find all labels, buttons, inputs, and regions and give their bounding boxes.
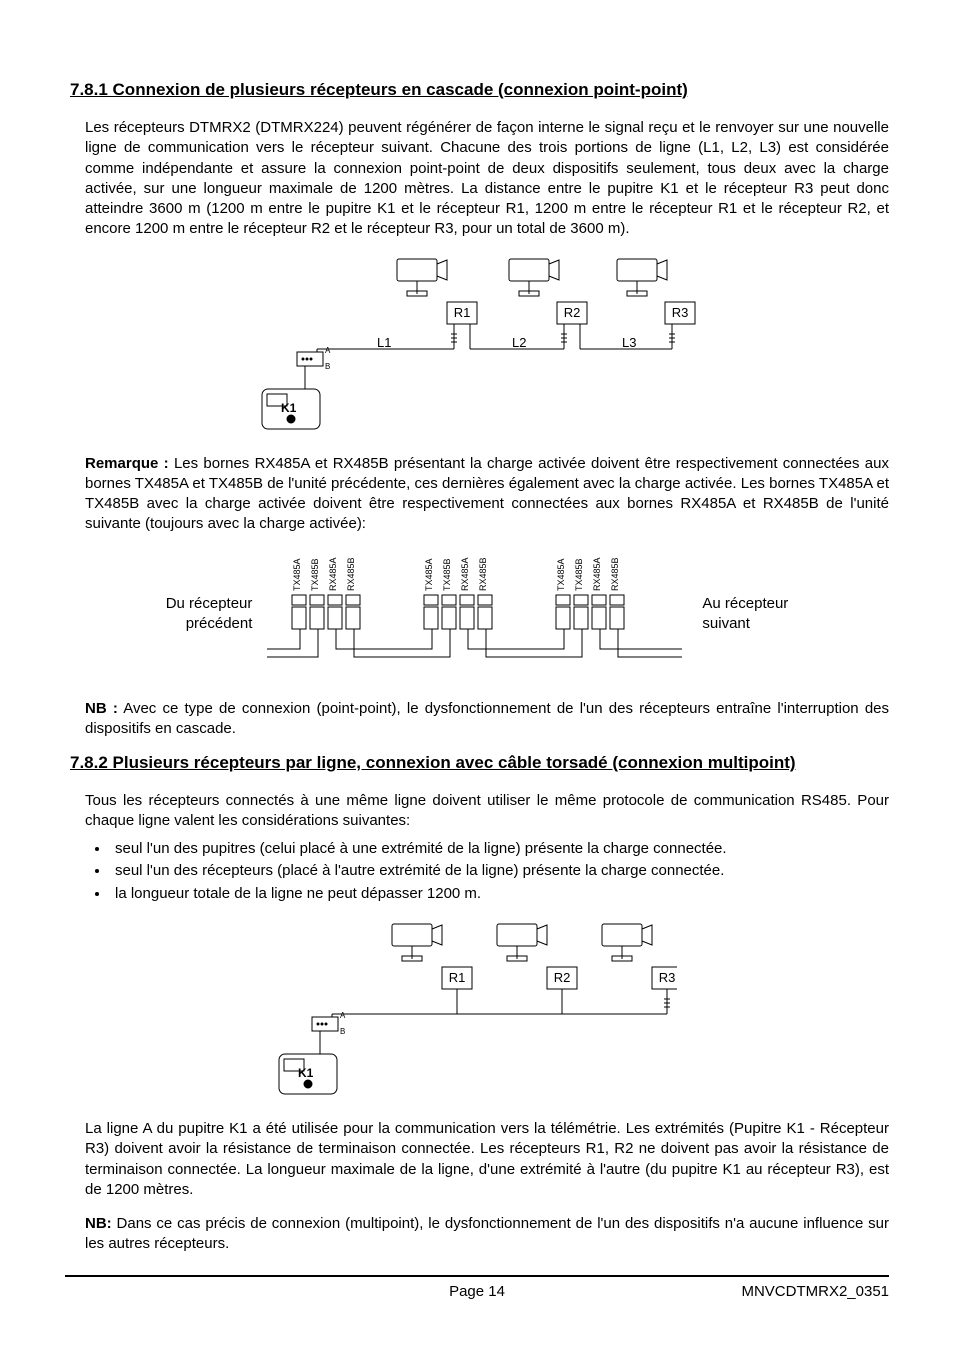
- diagram3-r2: R2: [554, 970, 571, 985]
- footer-left: [65, 1283, 340, 1300]
- diagram-cascade-svg: R1 R2 R3 L1 L2 L3: [257, 254, 697, 434]
- diagram3-a: A: [340, 1011, 346, 1020]
- diag2-right2: suivant: [702, 615, 750, 632]
- diagram2-label-left: Du récepteur précédent: [166, 594, 253, 633]
- section-7-8-2-heading: 7.8.2 Plusieurs récepteurs par ligne, co…: [65, 753, 889, 773]
- bullet-item: seul l'un des pupitres (celui placé à un…: [110, 838, 889, 861]
- diagram1-l2: L2: [512, 335, 526, 350]
- svg-text:RX485A: RX485A: [460, 557, 470, 591]
- document-page: 7.8.1 Connexion de plusieurs récepteurs …: [0, 0, 954, 1351]
- svg-text:RX485A: RX485A: [328, 557, 338, 591]
- svg-text:RX485A: RX485A: [592, 557, 602, 591]
- section-7-8-2-nb: NB: Dans ce cas précis de connexion (mul…: [65, 1214, 889, 1255]
- diagram1-r3: R3: [672, 305, 689, 320]
- page-footer: Page 14 MNVCDTMRX2_0351: [65, 1275, 889, 1300]
- svg-text:TX485B: TX485B: [310, 558, 320, 591]
- diagram3-r3: R3: [659, 970, 676, 985]
- svg-text:RX485B: RX485B: [610, 557, 620, 591]
- diagram1-l3: L3: [622, 335, 636, 350]
- nb-label-1: NB :: [85, 700, 118, 717]
- diag2-left1: Du récepteur: [166, 595, 253, 612]
- svg-text:RX485B: RX485B: [346, 557, 356, 591]
- section-7-8-2-para1: Tous les récepteurs connectés à une même…: [65, 791, 889, 832]
- diagram3-r1: R1: [449, 970, 466, 985]
- section-7-8-2-bullets: seul l'un des pupitres (celui placé à un…: [65, 838, 889, 906]
- diagram-multipoint: R1 R2 R3 A B: [65, 919, 889, 1099]
- section-7-8-2-para2: La ligne A du pupitre K1 a été utilisée …: [65, 1119, 889, 1200]
- diagram1-b: B: [325, 362, 330, 371]
- bullet-item: la longueur totale de la ligne ne peut d…: [110, 883, 889, 906]
- diagram-multipoint-svg: R1 R2 R3 A B: [277, 919, 677, 1099]
- diagram1-a: A: [325, 346, 331, 355]
- footer-doc-id: MNVCDTMRX2_0351: [614, 1283, 889, 1300]
- svg-text:RX485B: RX485B: [478, 557, 488, 591]
- svg-text:TX485A: TX485A: [292, 558, 302, 591]
- nb-text-2: Dans ce cas précis de connexion (multipo…: [85, 1215, 889, 1252]
- diagram3-k1: K1: [298, 1066, 314, 1080]
- svg-text:TX485B: TX485B: [574, 558, 584, 591]
- remarque-label: Remarque :: [85, 455, 169, 472]
- nb-text-1: Avec ce type de connexion (point-point),…: [85, 700, 889, 737]
- section-7-8-1-heading: 7.8.1 Connexion de plusieurs récepteurs …: [65, 80, 889, 100]
- diagram1-r2: R2: [564, 305, 581, 320]
- svg-text:TX485A: TX485A: [556, 558, 566, 591]
- svg-text:TX485A: TX485A: [424, 558, 434, 591]
- section-7-8-1-remarque: Remarque : Les bornes RX485A et RX485B p…: [65, 454, 889, 535]
- diagram-terminals: Du récepteur précédent TX485A TX485B RX485…: [65, 549, 889, 679]
- diagram-terminals-svg: TX485A TX485B RX485A RX485B TX485A TX485B RX48…: [262, 549, 692, 679]
- remarque-text: Les bornes RX485A et RX485B présentant l…: [85, 455, 889, 533]
- section-7-8-1-para1: Les récepteurs DTMRX2 (DTMRX224) peuvent…: [65, 118, 889, 240]
- nb-label-2: NB:: [85, 1215, 112, 1232]
- diagram-cascade: R1 R2 R3 L1 L2 L3: [65, 254, 889, 434]
- bullet-item: seul l'un des récepteurs (placé à l'autr…: [110, 860, 889, 883]
- diag2-right1: Au récepteur: [702, 595, 788, 612]
- diagram1-r1: R1: [454, 305, 471, 320]
- diag2-left2: précédent: [186, 615, 253, 632]
- diagram3-b: B: [340, 1027, 345, 1036]
- diagram1-k1: K1: [281, 401, 297, 415]
- footer-page-number: Page 14: [340, 1283, 615, 1300]
- diagram1-l1: L1: [377, 335, 391, 350]
- section-7-8-1-nb: NB : Avec ce type de connexion (point-po…: [65, 699, 889, 740]
- svg-text:TX485B: TX485B: [442, 558, 452, 591]
- diagram2-label-right: Au récepteur suivant: [702, 594, 788, 633]
